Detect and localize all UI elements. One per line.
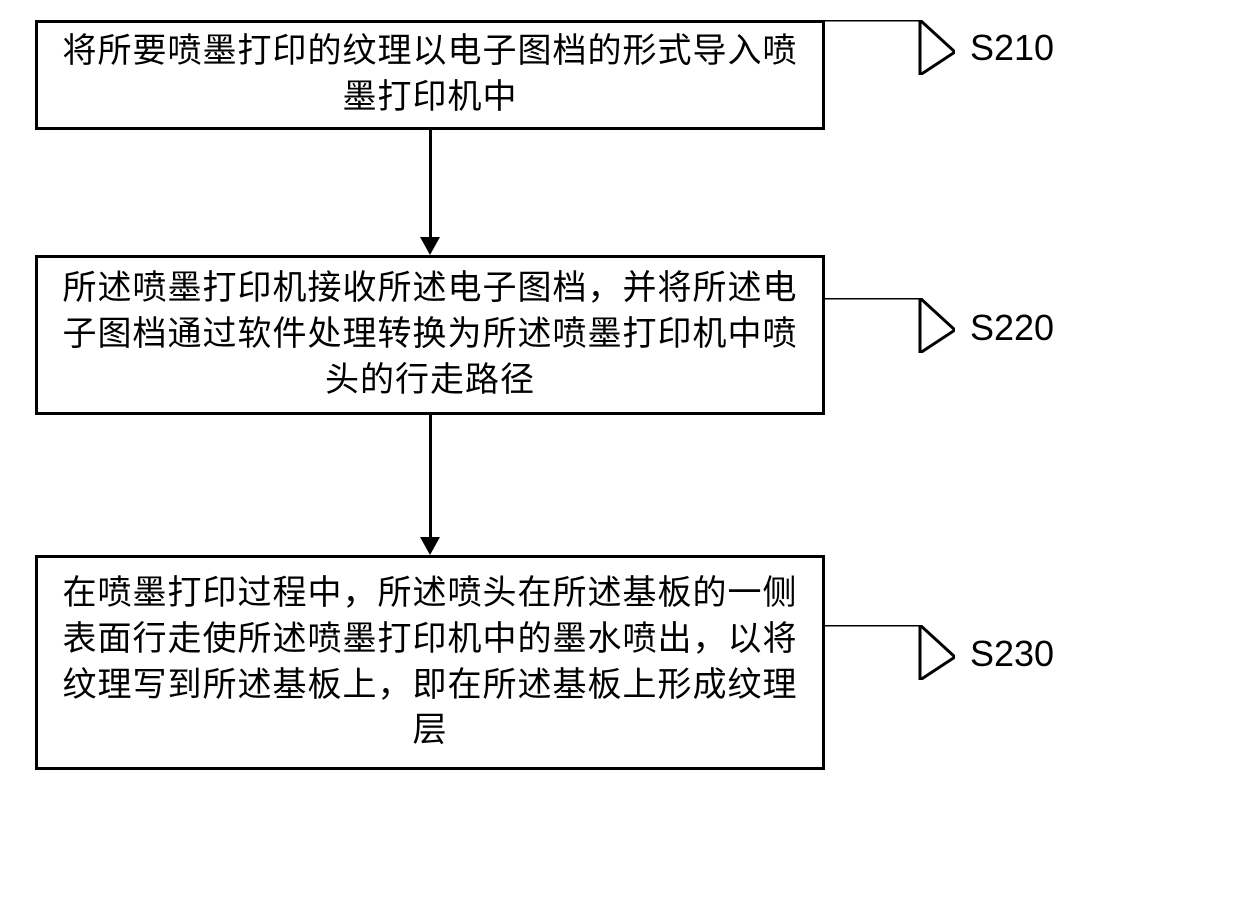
step-s210-label: S210 [970,27,1054,69]
step-s210-connector [825,20,955,75]
arrow-s210-s220-line [429,130,432,237]
arrow-s220-s230-line [429,415,432,537]
step-s220-label: S220 [970,307,1054,349]
step-s220-box: 所述喷墨打印机接收所述电子图档，并将所述电子图档通过软件处理转换为所述喷墨打印机… [35,255,825,415]
step-s210-box: 将所要喷墨打印的纹理以电子图档的形式导入喷墨打印机中 [35,20,825,130]
arrow-s220-s230-head [420,537,440,555]
flowchart-container: 将所要喷墨打印的纹理以电子图档的形式导入喷墨打印机中 S210 所述喷墨打印机接… [0,0,1240,913]
step-s220-connector [825,298,955,353]
step-s230-connector [825,625,955,680]
step-s230-box: 在喷墨打印过程中，所述喷头在所述基板的一侧表面行走使所述喷墨打印机中的墨水喷出，… [35,555,825,770]
arrow-s210-s220-head [420,237,440,255]
step-s210-text: 将所要喷墨打印的纹理以电子图档的形式导入喷墨打印机中 [58,29,802,121]
step-s230-label: S230 [970,633,1054,675]
step-s220-text: 所述喷墨打印机接收所述电子图档，并将所述电子图档通过软件处理转换为所述喷墨打印机… [58,266,802,404]
step-s230-text: 在喷墨打印过程中，所述喷头在所述基板的一侧表面行走使所述喷墨打印机中的墨水喷出，… [58,571,802,755]
